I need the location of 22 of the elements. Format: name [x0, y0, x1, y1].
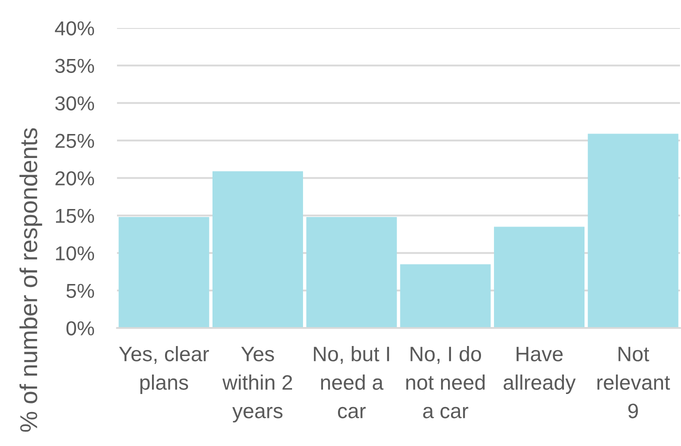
- bar: [400, 264, 491, 328]
- bar: [588, 134, 678, 328]
- x-tick-label: Have allready: [504, 346, 576, 394]
- bar: [212, 171, 304, 328]
- y-tick-label: 40%: [54, 21, 94, 36]
- bar: [306, 217, 397, 328]
- x-tick-label: No, I do not need a car: [406, 346, 485, 418]
- bar: [494, 226, 585, 328]
- x-tick-label: No, but I need a car: [314, 346, 390, 418]
- y-axis-title: % of number of respondents: [19, 128, 42, 432]
- bar: [118, 217, 210, 328]
- y-tick-label: 15%: [56, 208, 94, 223]
- y-tick-label: 0%: [66, 321, 94, 336]
- y-tick-label: 20%: [55, 171, 94, 186]
- x-tick-label: Not relevant 9: [597, 346, 670, 418]
- y-tick-label: 30%: [55, 96, 94, 110]
- y-tick-label: 25%: [55, 134, 94, 148]
- x-tick-label: Yes within 2 years: [222, 346, 292, 422]
- y-tick-label: 35%: [55, 58, 94, 73]
- y-tick-label: 10%: [56, 246, 94, 260]
- x-tick-label: Yes, clear plans: [119, 346, 209, 394]
- y-tick-label: 5%: [66, 284, 94, 298]
